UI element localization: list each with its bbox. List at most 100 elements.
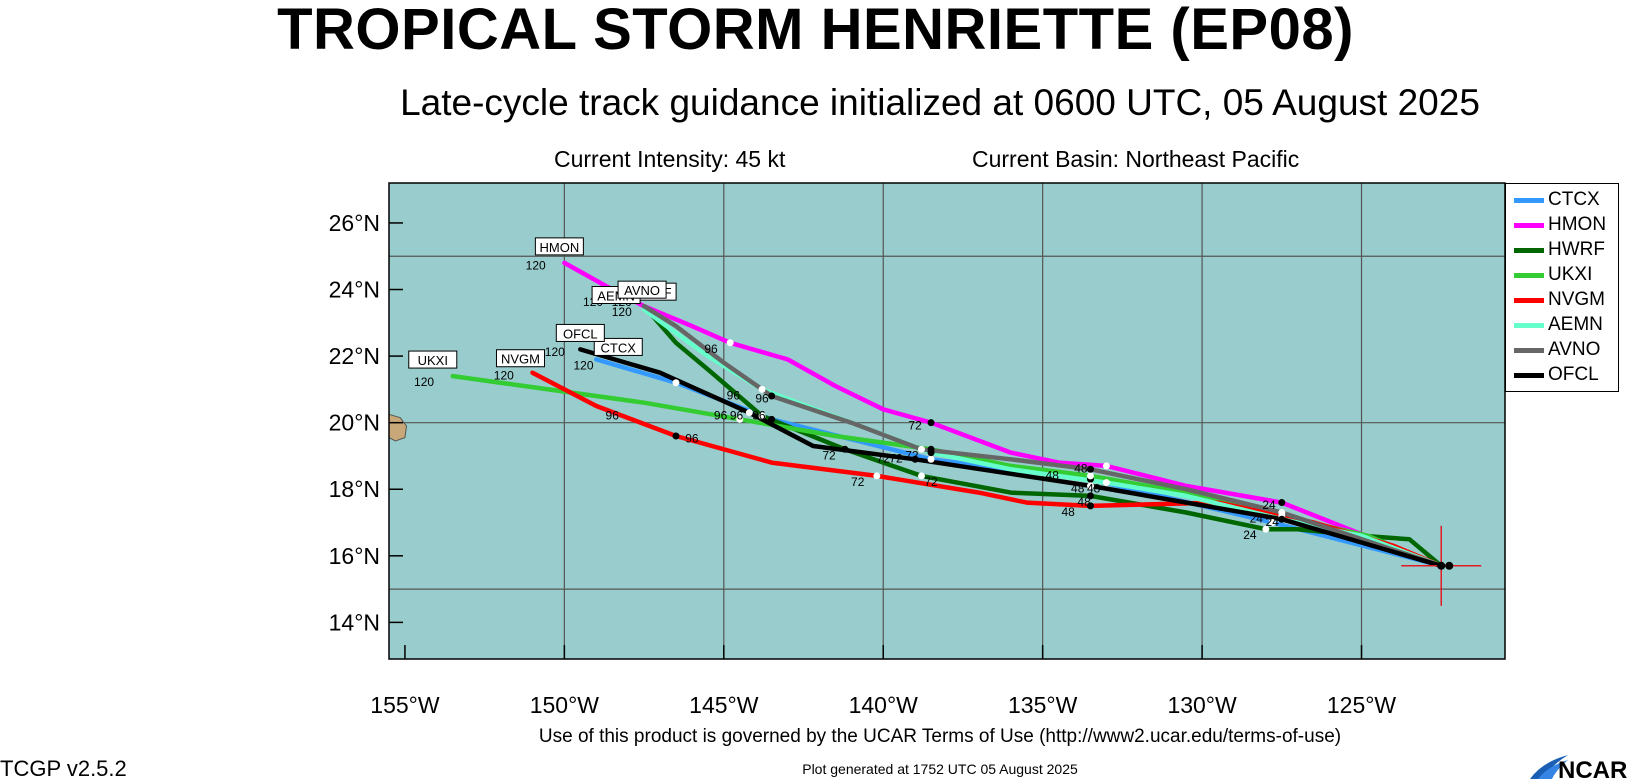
track-map: 1201201201201201201201209696969696969696… (329, 182, 1506, 718)
track-marker (672, 432, 680, 440)
legend-swatch (1514, 297, 1544, 303)
track-marker (927, 419, 935, 427)
track-marker (745, 409, 753, 417)
track-marker (1086, 472, 1094, 480)
forecast-hour-label: 120 (612, 305, 632, 319)
lat-tick-label: 20°N (329, 410, 380, 436)
version-label: TCGP v2.5.2 (0, 756, 127, 781)
track-ofcl (578, 347, 1444, 569)
legend-swatch (1514, 197, 1544, 203)
legend-swatch (1514, 347, 1544, 353)
legend-entry-nvgm: NVGM (1514, 288, 1605, 312)
track-marker (758, 385, 766, 393)
endpoint-label-nvgm: NVGM (495, 349, 545, 368)
svg-text:AVNO: AVNO (624, 283, 660, 298)
track-marker (672, 379, 680, 387)
terms-of-use: Use of this product is governed by the U… (538, 726, 1342, 747)
forecast-hour-label: 96 (606, 408, 620, 422)
grid-lines (389, 183, 1505, 659)
lon-tick-label: 125°W (1327, 692, 1397, 718)
track-marker (927, 449, 935, 457)
track-marker (917, 472, 925, 480)
current-intensity: Current Intensity: 45 kt (554, 146, 786, 172)
track-marker (1102, 479, 1110, 487)
current-position-dot (1445, 561, 1454, 570)
legend-swatch (1514, 222, 1544, 228)
track-marker (1086, 482, 1094, 490)
svg-text:HMON: HMON (540, 240, 580, 255)
track-hmon (562, 260, 1444, 569)
forecast-hour-label: 120 (414, 375, 434, 389)
lat-tick-label: 18°N (329, 476, 380, 502)
forecast-hour-label: 96 (704, 342, 718, 356)
forecast-hour-label: 120 (573, 358, 593, 372)
track-marker (917, 445, 925, 453)
lat-tick-label: 14°N (329, 609, 380, 635)
forecast-hour-label: 48 (1087, 482, 1101, 496)
forecast-hour-label: 48 (1046, 468, 1060, 482)
legend-label: NVGM (1548, 289, 1605, 310)
legend-entry-hwrf: HWRF (1514, 238, 1605, 262)
forecast-hour-label: 24 (1262, 498, 1276, 512)
lat-tick-label: 16°N (329, 543, 380, 569)
forecast-hour-label: 72 (877, 452, 891, 466)
forecast-hour-label: 72 (889, 452, 903, 466)
forecast-hour-label: 48 (1061, 505, 1075, 519)
axis-ticks: 26°N 24°N 22°N 20°N 18°N 16°N 14°N 155°W 150°W 14… (329, 210, 1397, 718)
legend-swatch (1514, 322, 1544, 328)
track-marker (768, 392, 776, 400)
endpoint-label-ctcx: CTCX (593, 337, 643, 356)
endpoint-label-ofcl: OFCL (555, 323, 605, 342)
forecast-hour-label: 96 (752, 408, 766, 422)
current-position-dot (1437, 561, 1446, 570)
track-marker (1268, 519, 1276, 527)
forecast-hour-label: 72 (851, 475, 865, 489)
ncar-logo: NCAR (1530, 755, 1627, 780)
lon-tick-label: 145°W (689, 692, 759, 718)
track-markers (672, 339, 1286, 533)
forecast-hour-label: 120 (494, 368, 514, 382)
lat-tick-label: 26°N (329, 210, 380, 236)
svg-text:CTCX: CTCX (601, 340, 637, 355)
svg-text:NVGM: NVGM (501, 352, 540, 367)
legend-entry-ofcl: OFCL (1514, 363, 1599, 387)
generated-timestamp: Plot generated at 1752 UTC 05 August 202… (802, 761, 1078, 777)
legend-swatch (1514, 272, 1544, 278)
lat-tick-label: 22°N (329, 343, 380, 369)
forecast-hour-label: 120 (526, 259, 546, 273)
ncar-logo-text: NCAR (1558, 757, 1627, 780)
lon-tick-label: 140°W (849, 692, 919, 718)
forecast-hour-label: 96 (685, 432, 699, 446)
legend-label: AEMN (1548, 314, 1603, 335)
legend-label: AVNO (1548, 339, 1601, 360)
lon-tick-label: 130°W (1167, 692, 1237, 718)
lon-tick-label: 150°W (530, 692, 600, 718)
map-frame (388, 182, 1506, 660)
forecast-hour-label: 24 (1250, 512, 1264, 526)
forecast-hour-label: 48 (1077, 495, 1091, 509)
legend-label: CTCX (1548, 189, 1600, 210)
endpoint-label-ukxi: UKXI (408, 350, 458, 369)
track-marker (1086, 502, 1094, 510)
legend-entry-ctcx: CTCX (1514, 188, 1600, 212)
model-legend: CTCX HMON HWRF UKXI NVGM AEMN AVNO OFCL (1505, 183, 1619, 392)
track-marker (726, 339, 734, 347)
track-marker (768, 415, 776, 423)
endpoint-label-hmon: HMON (534, 237, 584, 256)
track-marker (927, 455, 935, 463)
legend-swatch (1514, 372, 1544, 378)
legend-label: UKXI (1548, 264, 1593, 285)
track-marker (758, 412, 766, 420)
track-marker (1278, 509, 1286, 517)
legend-swatch (1514, 247, 1544, 253)
forecast-hour-label: 120 (545, 345, 565, 359)
forecast-hour-label: 24 (1243, 528, 1257, 542)
track-marker (911, 455, 919, 463)
svg-text:UKXI: UKXI (418, 353, 448, 368)
ocean-background (389, 183, 1505, 659)
forecast-hour-label: 48 (1074, 462, 1088, 476)
forecast-hour-label: 72 (908, 418, 922, 432)
map-title: TROPICAL STORM HENRIETTE (EP08) (277, 0, 1354, 62)
legend-label: HMON (1548, 214, 1607, 235)
